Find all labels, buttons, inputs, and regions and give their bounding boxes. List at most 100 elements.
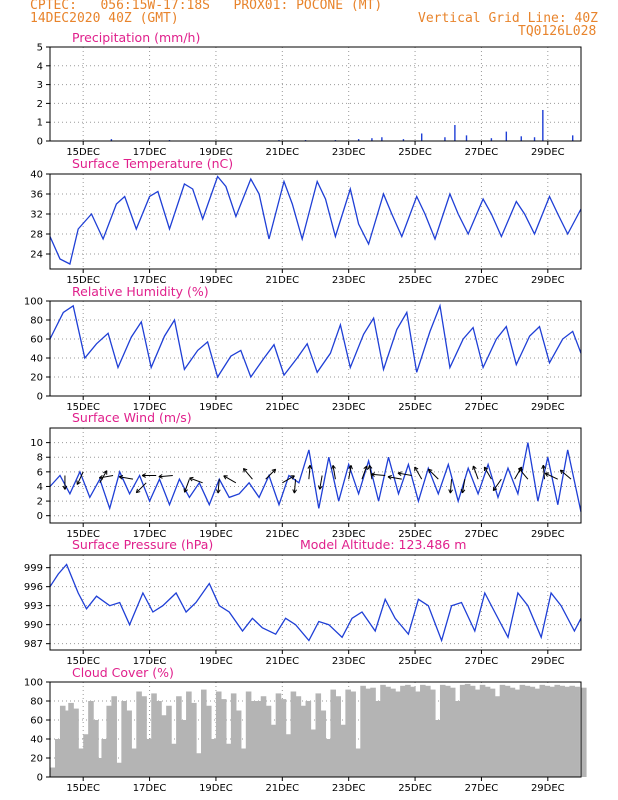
wind-arrow-head — [518, 468, 521, 473]
cloud-cover-column — [106, 705, 112, 777]
wind-arrow-head — [309, 465, 313, 470]
cloud-cover-column — [290, 691, 297, 777]
series-line — [49, 563, 582, 643]
panel-title: Surface Pressure (hPa) — [72, 537, 213, 552]
wind-arrow-head — [371, 472, 376, 475]
x-tick-label: 15DEC — [66, 275, 100, 286]
x-tick-label: 17DEC — [133, 147, 167, 158]
wind-arrow-head — [242, 468, 245, 473]
y-tick-label: 2 — [37, 497, 43, 508]
wind-arrow — [348, 465, 352, 480]
x-tick-label: 25DEC — [398, 275, 432, 286]
wind-arrow — [99, 475, 114, 479]
x-tick-label: 29DEC — [531, 656, 565, 667]
wind-arrow-head — [189, 477, 193, 482]
x-tick-label: 25DEC — [398, 147, 432, 158]
wind-arrow — [319, 475, 323, 490]
wind-arrow — [371, 473, 386, 476]
cloud-cover-column — [499, 684, 506, 777]
wind-arrow — [282, 475, 295, 484]
x-tick-label: 29DEC — [531, 147, 565, 158]
wind-arrow-head — [331, 465, 334, 470]
panel-background — [50, 428, 581, 523]
x-tick-label: 23DEC — [332, 275, 366, 286]
cloud-cover-column — [68, 702, 74, 777]
y-tick-label: 987 — [24, 639, 43, 650]
wind-arrow-head — [544, 472, 548, 477]
cloud-cover-column — [494, 696, 501, 777]
x-tick-label: 29DEC — [531, 783, 565, 794]
y-tick-label: 100 — [24, 297, 43, 308]
cloud-cover-column — [405, 684, 411, 777]
panel-background — [50, 301, 581, 396]
cloud-cover-column — [265, 705, 272, 777]
series-line — [49, 303, 582, 379]
precip-bar — [572, 135, 574, 141]
precip-bar — [533, 137, 536, 141]
y-tick-label: 0 — [37, 392, 43, 403]
y-tick-label: 60 — [30, 335, 43, 346]
cloud-cover-column — [554, 684, 561, 777]
wind-arrow-head — [462, 489, 466, 494]
wind-arrow-head — [135, 488, 138, 493]
cloud-cover-column — [534, 688, 541, 777]
cloud-cover-column — [285, 734, 292, 777]
precip-bar — [465, 135, 468, 141]
wind-arrow — [428, 468, 439, 480]
panel-subtitle: Model Altitude: 123.486 m — [300, 537, 466, 552]
x-tick-label: 25DEC — [398, 783, 432, 794]
precip-bar — [454, 125, 456, 141]
cloud-cover-column — [469, 685, 476, 777]
y-tick-label: 4 — [37, 482, 43, 493]
series-line — [49, 442, 582, 513]
cloud-cover-column — [425, 685, 431, 777]
cloud-cover-column — [509, 687, 516, 777]
wind-arrow-head — [559, 469, 563, 475]
cloud-cover-column — [310, 729, 317, 777]
cloud-cover-column — [420, 684, 426, 777]
cloud-cover-column — [489, 688, 496, 777]
cloud-cover-column — [569, 685, 575, 777]
cloud-cover-column — [230, 693, 237, 777]
cloud-cover-column — [151, 693, 157, 777]
cloud-cover-column — [504, 685, 511, 777]
x-tick-label: 15DEC — [66, 529, 100, 540]
wind-arrow — [461, 479, 466, 494]
wind-arrow — [472, 465, 479, 480]
cloud-cover-column — [559, 685, 566, 777]
wind-arrow-head — [560, 469, 565, 472]
wind-arrow — [184, 478, 190, 493]
cloud-cover-column — [350, 691, 356, 777]
header-vertical-grid-note: Vertical Grid Line: 40Z — [418, 11, 599, 26]
wind-arrow-head — [76, 481, 81, 485]
wind-arrow-head — [414, 466, 419, 470]
cloud-cover-column — [320, 710, 327, 777]
wind-arrow — [518, 468, 529, 480]
x-tick-label: 19DEC — [199, 783, 233, 794]
precip-bar — [421, 133, 423, 141]
cloud-cover-column — [395, 691, 401, 777]
wind-arrow-head — [189, 476, 194, 479]
x-tick-label: 19DEC — [199, 275, 233, 286]
cloud-cover-column — [146, 739, 152, 777]
cloud-cover-column — [549, 686, 556, 777]
x-tick-label: 25DEC — [398, 402, 432, 413]
wind-arrow-head — [99, 477, 104, 480]
wind-arrow — [542, 465, 545, 480]
y-tick-label: 993 — [24, 601, 43, 612]
header-line-1: CPTEC: 056:15W-17:18S PROX01: POCONE (MT… — [30, 0, 383, 13]
x-tick-label: 27DEC — [465, 275, 499, 286]
wind-arrow-head — [141, 473, 146, 476]
wind-arrow — [119, 476, 134, 480]
cloud-cover-column — [459, 684, 466, 777]
y-tick-label: 0 — [37, 137, 43, 148]
wind-arrow-head — [98, 475, 103, 479]
wind-arrow — [76, 471, 84, 485]
y-tick-label: 40 — [30, 735, 43, 746]
cloud-cover-column — [50, 767, 56, 777]
wind-arrow — [544, 472, 558, 480]
wind-arrow-head — [274, 469, 277, 474]
wind-arrow-head — [449, 489, 453, 494]
wind-arrow — [449, 479, 453, 494]
